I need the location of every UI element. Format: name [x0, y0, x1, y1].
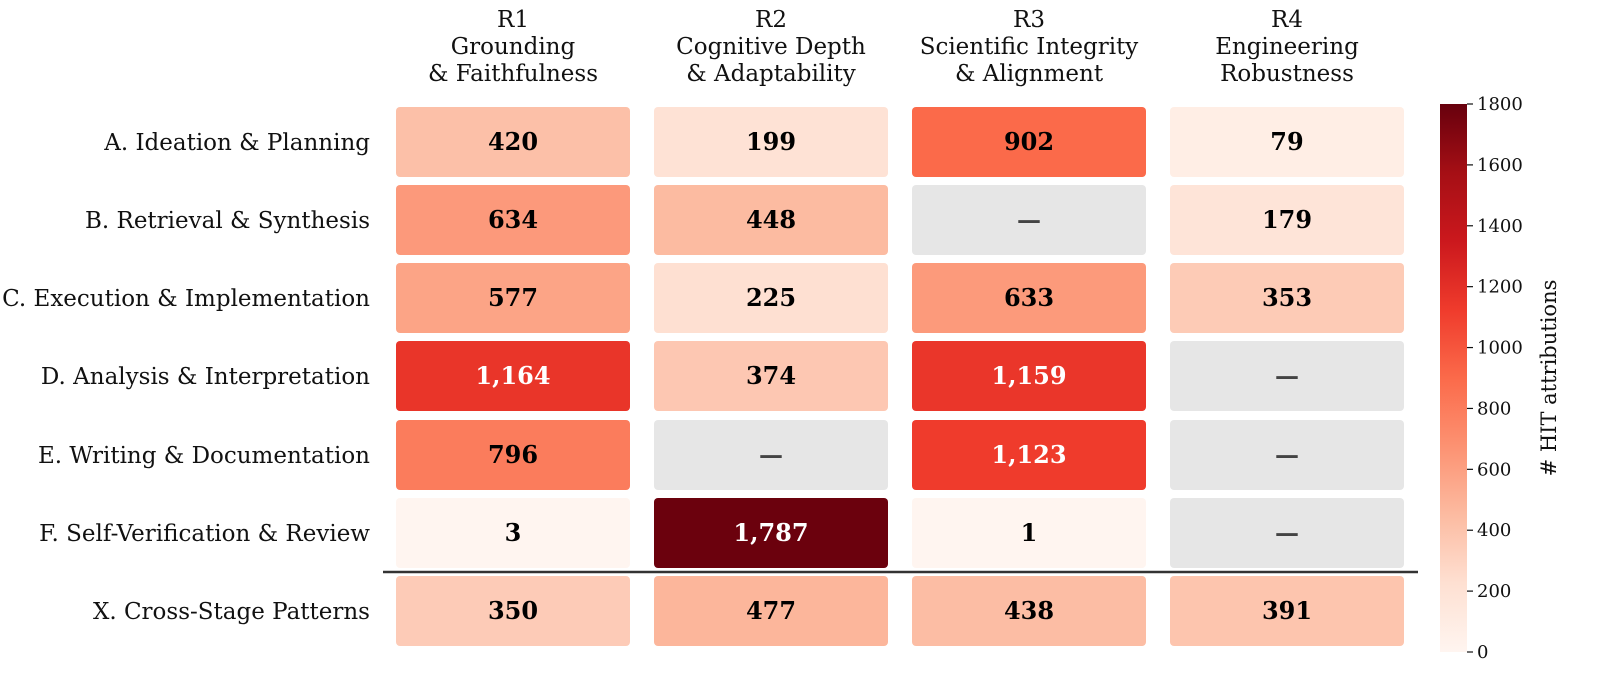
- heatmap-cell: [396, 341, 630, 411]
- heatmap-cell: [1170, 576, 1404, 646]
- colorbar-tick-label: 0: [1477, 642, 1488, 663]
- row-label: A. Ideation & Planning: [103, 130, 370, 156]
- column-code-r3: R3: [1013, 7, 1045, 33]
- heatmap-cell: [396, 185, 630, 255]
- cell-value-label: 199: [746, 127, 796, 156]
- colorbar: [1440, 104, 1467, 652]
- cell-value-label: 79: [1270, 127, 1303, 156]
- heatmap-cell: [396, 420, 630, 490]
- cell-value-label: 477: [746, 596, 796, 625]
- colorbar-tick-label: 800: [1477, 398, 1511, 419]
- cell-value-label: 391: [1262, 596, 1312, 625]
- cell-value-label: 179: [1262, 205, 1312, 234]
- heatmap-cell: [1170, 420, 1404, 490]
- cell-value-label: 1,123: [991, 440, 1066, 469]
- colorbar-tick-label: 1400: [1477, 216, 1523, 237]
- row-label: B. Retrieval & Synthesis: [85, 208, 370, 234]
- heatmap-cell: [654, 576, 888, 646]
- column-title-line-r4: Engineering: [1215, 34, 1359, 60]
- cell-value-label: 3: [505, 518, 522, 547]
- heatmap-cell: [1170, 341, 1404, 411]
- heatmap-cell: [396, 498, 630, 568]
- colorbar-tick-label: 200: [1477, 581, 1511, 602]
- cell-value-label: 374: [746, 361, 796, 390]
- colorbar-tick-label: 600: [1477, 459, 1511, 480]
- cell-value-label: 577: [488, 283, 538, 312]
- colorbar-tick-label: 1800: [1477, 94, 1523, 115]
- row-label: E. Writing & Documentation: [38, 443, 370, 469]
- heatmap-cell: [1170, 498, 1404, 568]
- column-title-line-r1: & Faithfulness: [428, 61, 598, 87]
- cell-value-label: 633: [1004, 283, 1054, 312]
- cell-value-label: 1,787: [733, 518, 808, 547]
- cell-value-label: 634: [488, 205, 538, 234]
- cell-value-label: 353: [1262, 283, 1312, 312]
- row-label: C. Execution & Implementation: [2, 286, 370, 312]
- heatmap-cell: [654, 185, 888, 255]
- cell-missing-label: —: [759, 440, 783, 469]
- column-title-line-r4: Robustness: [1220, 61, 1354, 87]
- heatmap-cell: [654, 341, 888, 411]
- colorbar-title: # HIT attributions: [1537, 280, 1561, 477]
- heatmap-cell: [912, 498, 1146, 568]
- cell-value-label: 1,164: [475, 361, 550, 390]
- column-code-r2: R2: [755, 7, 787, 33]
- column-title-line-r3: Scientific Integrity: [920, 34, 1139, 60]
- column-title-line-r3: & Alignment: [955, 61, 1104, 87]
- column-code-r4: R4: [1271, 7, 1303, 33]
- heatmap-cell: [912, 341, 1146, 411]
- heatmap-cell: [396, 263, 630, 333]
- column-title-line-r2: & Adaptability: [686, 61, 856, 87]
- heatmap-cell: [912, 185, 1146, 255]
- cell-value-label: 438: [1004, 596, 1054, 625]
- column-title-line-r2: Cognitive Depth: [676, 34, 866, 60]
- heatmap-cell: [912, 420, 1146, 490]
- cell-missing-label: —: [1275, 440, 1299, 469]
- cell-missing-label: —: [1017, 205, 1041, 234]
- heatmap-cell: [396, 107, 630, 177]
- cell-missing-label: —: [1275, 361, 1299, 390]
- colorbar-tick-label: 1200: [1477, 277, 1523, 298]
- colorbar-tick-label: 1600: [1477, 155, 1523, 176]
- cell-value-label: 420: [488, 127, 538, 156]
- heatmap-cell: [654, 498, 888, 568]
- row-label: F. Self-Verification & Review: [39, 521, 370, 547]
- heatmap-cell: [912, 576, 1146, 646]
- colorbar-tick-label: 400: [1477, 520, 1511, 541]
- heatmap-cell: [654, 420, 888, 490]
- heatmap-cell: [654, 263, 888, 333]
- heatmap-cell: [1170, 185, 1404, 255]
- cell-missing-label: —: [1275, 518, 1299, 547]
- colorbar-tick-label: 1000: [1477, 338, 1523, 359]
- cell-value-label: 1: [1021, 518, 1038, 547]
- row-label: X. Cross-Stage Patterns: [93, 599, 370, 625]
- heatmap-cell: [1170, 263, 1404, 333]
- cell-value-label: 796: [488, 440, 538, 469]
- column-code-r1: R1: [497, 7, 529, 33]
- cell-value-label: 350: [488, 596, 538, 625]
- cell-value-label: 448: [746, 205, 796, 234]
- cell-value-label: 1,159: [991, 361, 1066, 390]
- heatmap-cell: [1170, 107, 1404, 177]
- heatmap-cell: [912, 263, 1146, 333]
- heatmap-cell: [654, 107, 888, 177]
- cell-value-label: 902: [1004, 127, 1054, 156]
- heatmap-cell: [912, 107, 1146, 177]
- row-label: D. Analysis & Interpretation: [41, 364, 370, 390]
- cell-value-label: 225: [746, 283, 796, 312]
- heatmap-cell: [396, 576, 630, 646]
- column-title-line-r1: Grounding: [451, 34, 576, 60]
